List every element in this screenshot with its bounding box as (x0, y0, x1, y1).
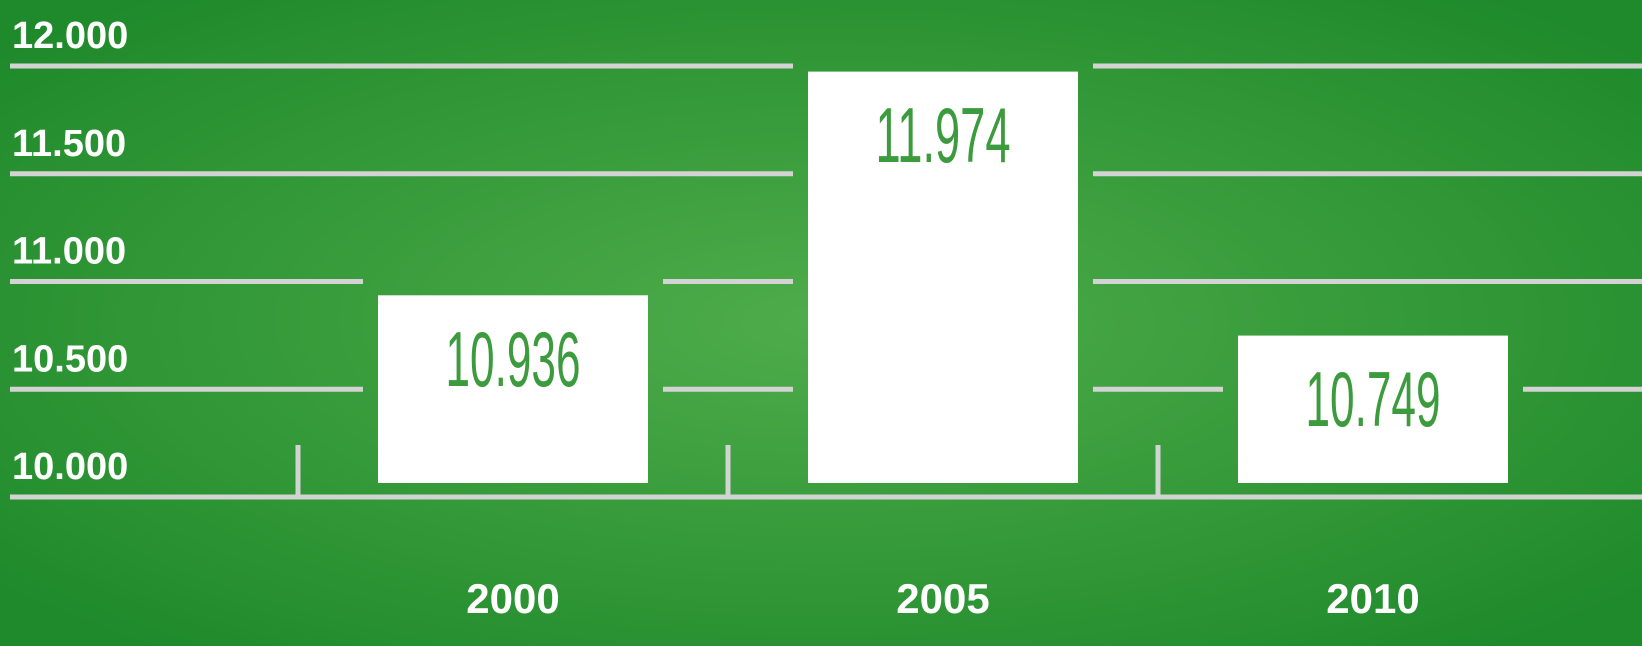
y-tick-label: 10.500 (12, 338, 128, 380)
value-label: 10.936 (446, 315, 581, 403)
y-tick-label: 12.000 (12, 15, 128, 57)
value-label: 10.749 (1306, 355, 1441, 443)
y-tick-label: 10.000 (12, 446, 128, 488)
bar (378, 295, 648, 483)
x-tick-label: 2000 (466, 575, 559, 622)
bar (808, 71, 1078, 483)
x-tick-label: 2005 (896, 575, 989, 622)
y-tick-label: 11.000 (12, 231, 126, 273)
value-label: 11.974 (876, 91, 1011, 179)
bar (1238, 335, 1508, 483)
y-tick-label: 11.500 (12, 123, 126, 165)
x-tick-label: 2010 (1326, 575, 1419, 622)
